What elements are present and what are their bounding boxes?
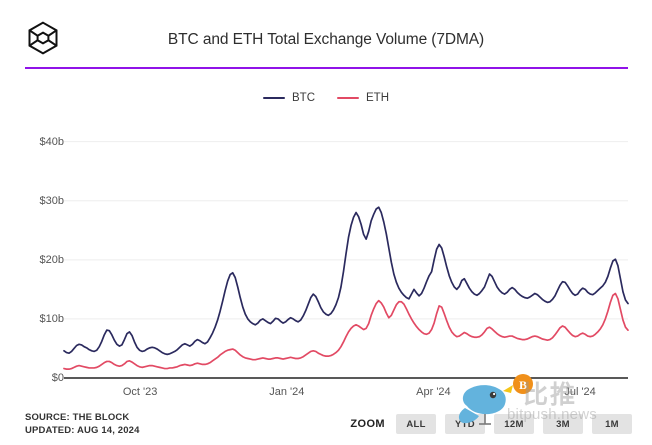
x-axis-tick-label: Oct '23 [122, 386, 158, 398]
chart-series-lines [63, 206, 629, 370]
y-axis-tick-label: $30b [39, 194, 64, 207]
series-line-btc [63, 206, 629, 356]
x-axis-tick-label: Jul '24 [564, 386, 596, 398]
legend-label-eth: ETH [366, 92, 389, 104]
series-line-eth [63, 292, 629, 370]
chart-header: BTC and ETH Total Exchange Volume (7DMA) [0, 0, 652, 69]
y-axis-tick-label: $0 [51, 372, 64, 384]
legend-swatch-eth [337, 96, 359, 100]
page-title: BTC and ETH Total Exchange Volume (7DMA) [167, 31, 485, 48]
zoom-range-controls: ZOOM ALL YTD 12M 3M 1M [350, 414, 632, 434]
zoom-label: ZOOM [350, 418, 385, 430]
chart-plot-area[interactable] [0, 110, 652, 390]
y-axis-tick-label: $20b [39, 253, 64, 266]
chart-legend: BTC ETH [0, 92, 652, 104]
zoom-button-ytd[interactable]: YTD [445, 414, 485, 434]
updated-line: UPDATED: AUG 14, 2024 [25, 424, 140, 436]
zoom-button-3m[interactable]: 3M [543, 414, 583, 434]
y-axis-labels: $0 $10b $20b $30b $40b [16, 110, 64, 390]
y-axis-tick-label: $40b [39, 135, 64, 148]
title-divider [25, 67, 628, 69]
y-axis-tick-label: $10b [39, 312, 64, 325]
x-axis-labels: Oct '23 Jan '24 Apr '24 Jul '24 [0, 386, 652, 408]
chart-gridlines [64, 141, 628, 320]
legend-item-eth[interactable]: ETH [337, 92, 389, 104]
source-line: SOURCE: THE BLOCK [25, 412, 130, 423]
zoom-button-12m[interactable]: 12M [494, 414, 534, 434]
legend-item-btc[interactable]: BTC [263, 92, 315, 104]
x-axis-tick-label: Jan '24 [269, 386, 305, 398]
chart-svg [63, 141, 629, 379]
source-attribution: SOURCE: THE BLOCK UPDATED: AUG 14, 2024 [25, 412, 140, 437]
legend-label-btc: BTC [292, 92, 315, 104]
x-axis-tick-label: Apr '24 [416, 386, 451, 398]
the-block-logo [25, 20, 61, 56]
legend-swatch-btc [263, 96, 285, 100]
zoom-button-all[interactable]: ALL [396, 414, 436, 434]
zoom-button-1m[interactable]: 1M [592, 414, 632, 434]
